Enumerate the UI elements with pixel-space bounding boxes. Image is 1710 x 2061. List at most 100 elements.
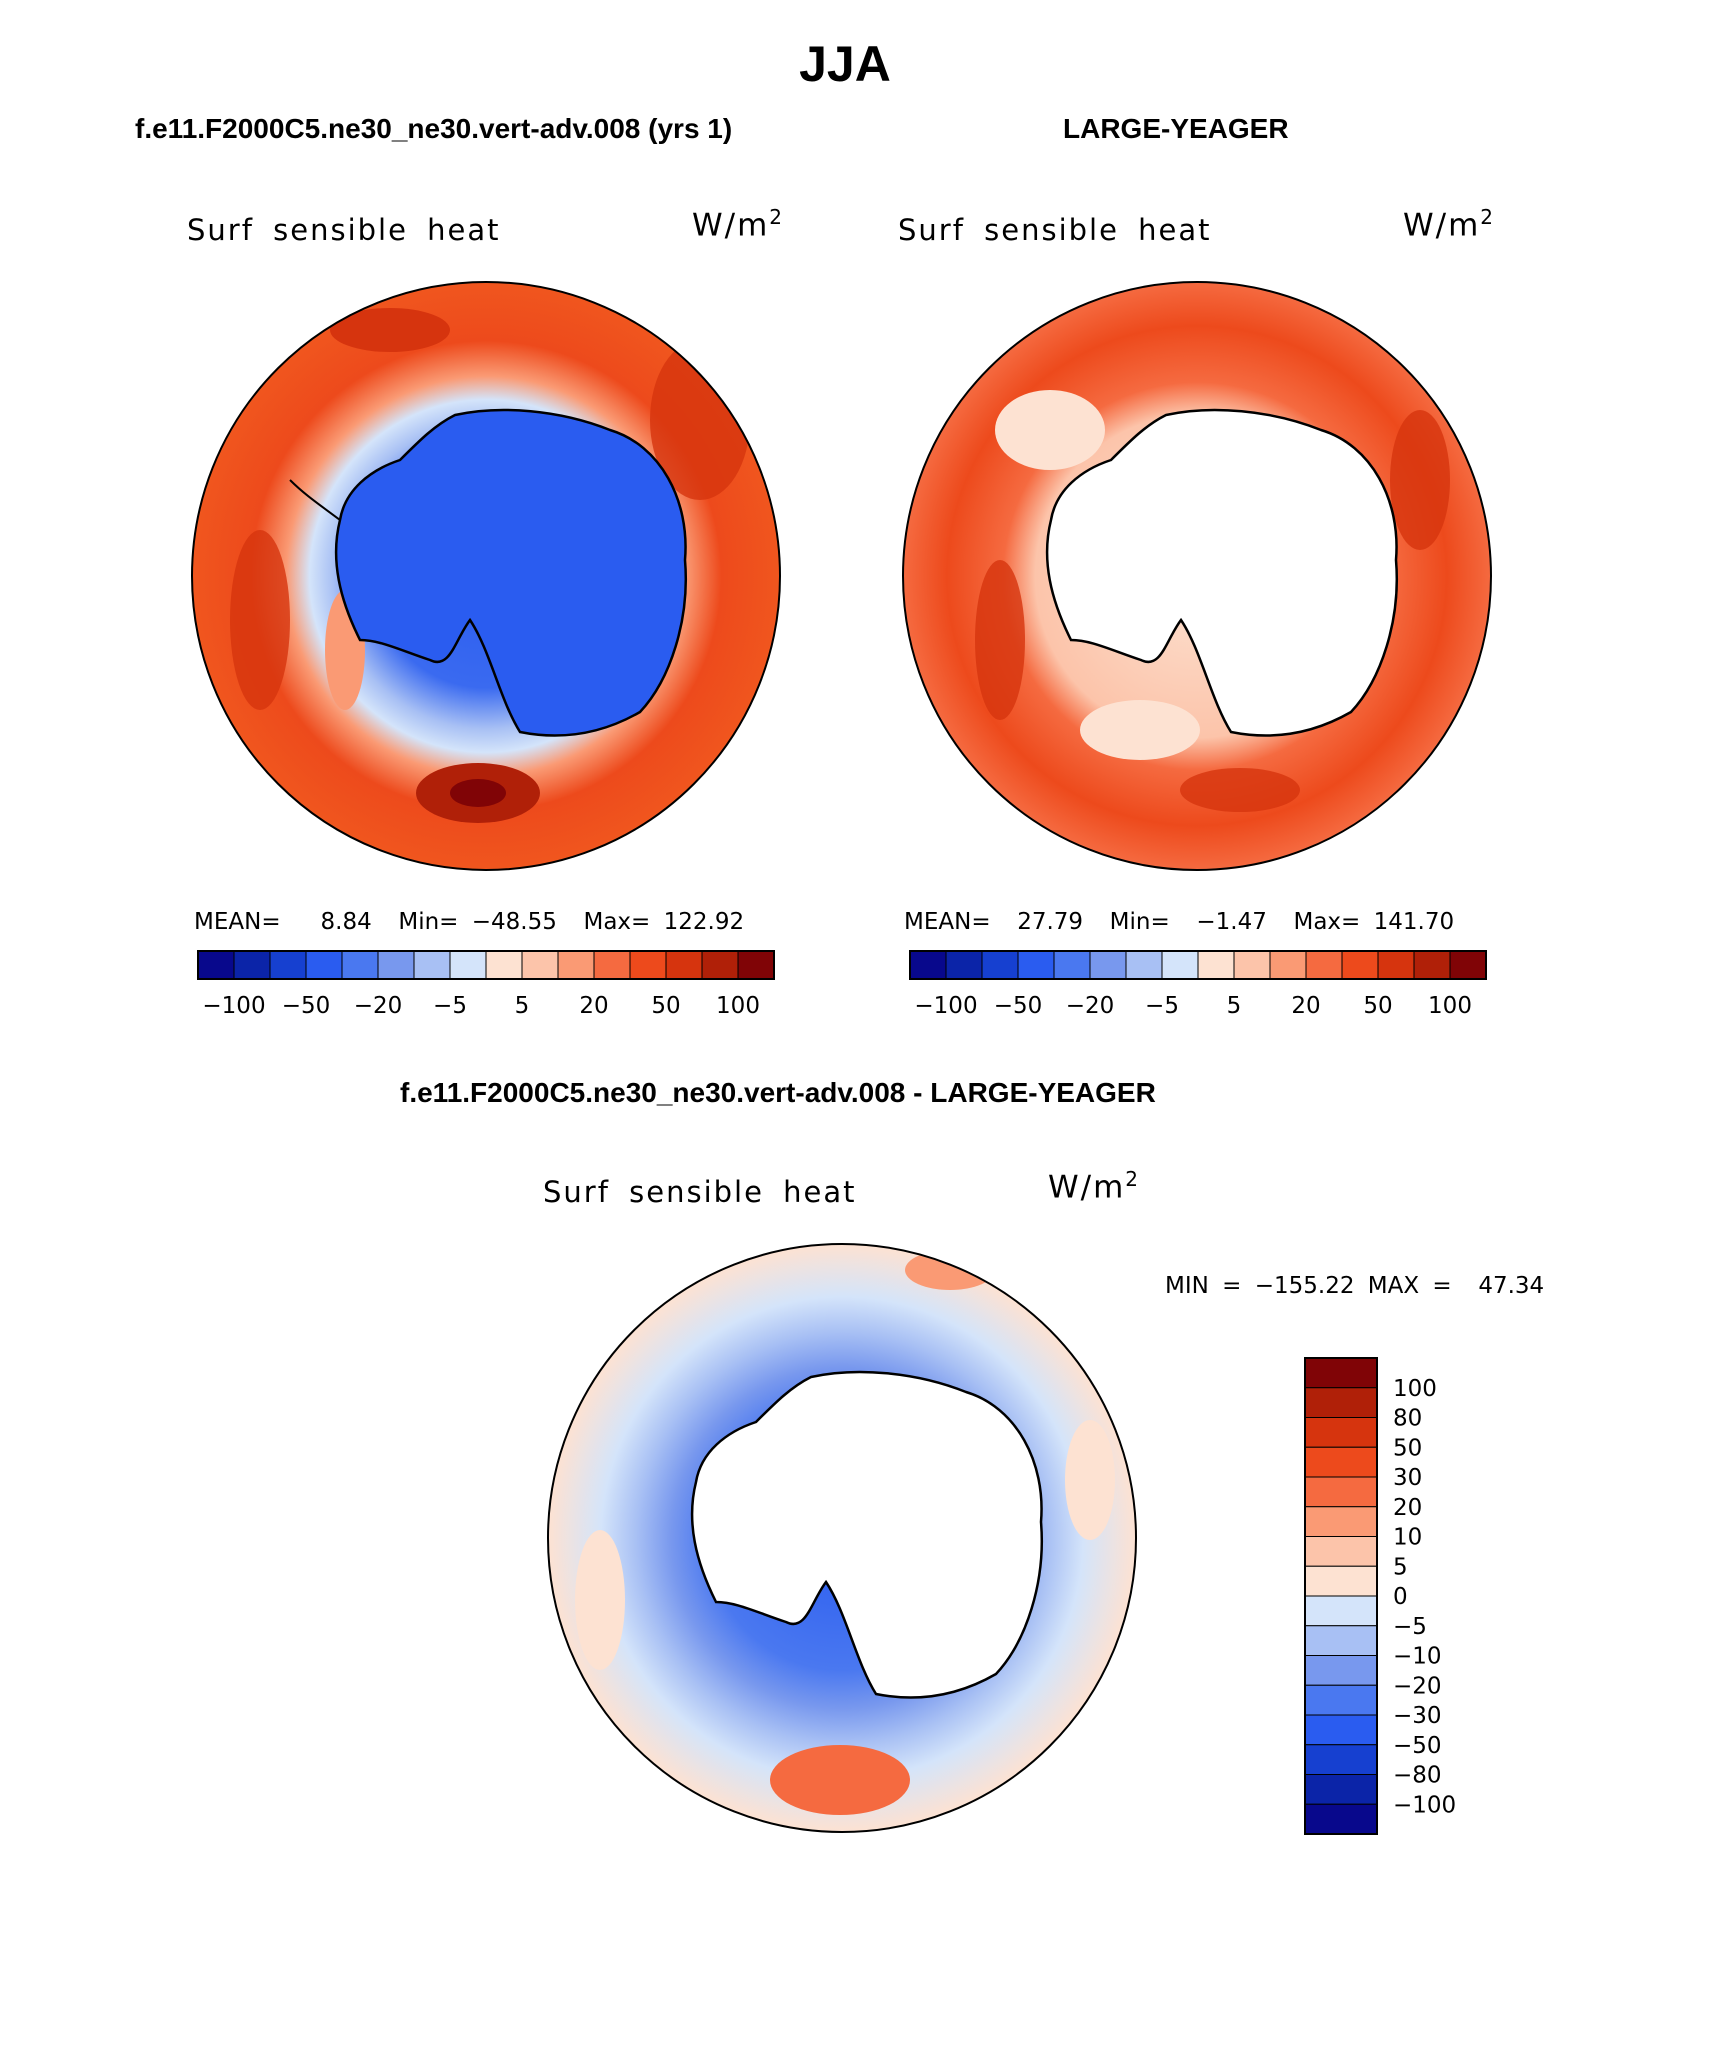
obs-colorbar-tick-label: 50 [1363,993,1392,1019]
model-colorbar-box [701,950,739,980]
diff-colorbar-tick-label: −30 [1393,1703,1442,1729]
diff-stats: MIN = −155.22 MAX = 47.34 [1165,1273,1545,1299]
model-colorbar-box [557,950,595,980]
diff-colorbar-box [1304,1387,1378,1418]
obs-colorbar-box [1197,950,1235,980]
obs-colorbar-box [1089,950,1127,980]
diff-colorbar-box [1304,1625,1378,1656]
model-polar-map [191,281,781,871]
model-colorbar-tick-label: 5 [515,993,530,1019]
model-colorbar-box [737,950,775,980]
obs-colorbar-box [1017,950,1055,980]
model-colorbar-tick-label: −20 [354,993,403,1019]
diff-field-label: Surf sensible heat [543,1175,857,1209]
model-colorbar-box [449,950,487,980]
diff-colorbar-tick-label: −50 [1393,1733,1442,1759]
diff-antarctica [690,1370,1043,1699]
obs-colorbar-tick-label: 20 [1291,993,1320,1019]
model-stats: MEAN= 8.84 Min= −48.55 Max= 122.92 [194,909,745,935]
obs-colorbar-box [1413,950,1451,980]
diff-colorbar-box [1304,1714,1378,1746]
model-colorbar-tick-label: −100 [202,993,265,1019]
model-colorbar-tick-label: 100 [716,993,760,1019]
diff-polar-map [547,1243,1137,1833]
model-colorbar-tick-label: −50 [282,993,331,1019]
diff-colorbar-box [1304,1565,1378,1597]
model-colorbar: −100 −50 −20 −5 5 20 50 100 [197,950,775,1019]
obs-colorbar-tick-label: −50 [994,993,1043,1019]
obs-colorbar-box [909,950,947,980]
obs-colorbar-box [1161,950,1199,980]
obs-colorbar-box [1053,950,1091,980]
model-field-label: Surf sensible heat [187,213,501,247]
model-colorbar-box [341,950,379,980]
diff-colorbar-box [1304,1803,1378,1835]
diff-colorbar-tick-label: −100 [1393,1792,1456,1818]
model-colorbar-tick-label: −5 [433,993,467,1019]
diff-colorbar-box [1304,1744,1378,1775]
diff-colorbar-tick-label: −20 [1393,1673,1442,1699]
obs-colorbar-box [1377,950,1415,980]
model-colorbar-box [269,950,307,980]
obs-colorbar: −100 −50 −20 −5 5 20 50 100 [909,950,1487,1019]
obs-stats: MEAN= 27.79 Min= −1.47 Max= 141.70 [904,909,1455,935]
obs-colorbar-box [1233,950,1271,980]
diff-case-title: f.e11.F2000C5.ne30_ne30.vert-adv.008 - L… [400,1077,1156,1108]
model-case-title: f.e11.F2000C5.ne30_ne30.vert-adv.008 (yr… [135,113,733,144]
diff-colorbar-tick-label: 5 [1393,1554,1408,1580]
figure-title: JJA [799,36,891,92]
obs-colorbar-tick-label: 100 [1428,993,1472,1019]
model-colorbar-box [413,950,451,980]
diff-units-label: W/m2 [1048,1167,1141,1206]
diff-colorbar-box [1304,1417,1378,1448]
diff-colorbar-tick-label: 50 [1393,1435,1422,1461]
diff-colorbar-tick-label: 20 [1393,1495,1422,1521]
model-warm-core [450,779,506,807]
model-colorbar-box [233,950,271,980]
model-colorbar-box [197,950,235,980]
diff-colorbar-tick-label: 30 [1393,1465,1422,1491]
model-colorbar-box [305,950,343,980]
diff-colorbar-tick-label: −5 [1393,1614,1427,1640]
model-colorbar-box [485,950,523,980]
obs-antarctica [1045,408,1398,737]
diff-colorbar-tick-label: 80 [1393,1406,1422,1432]
obs-polar-map [902,281,1492,871]
diff-colorbar-tick-label: −10 [1393,1644,1442,1670]
obs-colorbar-box [1449,950,1487,980]
obs-colorbar-box [1269,950,1307,980]
obs-colorbar-box [1125,950,1163,980]
diff-colorbar-box [1304,1655,1378,1686]
obs-case-title: LARGE-YEAGER [1063,113,1289,144]
obs-colorbar-box [981,950,1019,980]
model-colorbar-tick-label: 20 [579,993,608,1019]
obs-colorbar-tick-label: −20 [1066,993,1115,1019]
diff-colorbar-tick-label: 100 [1393,1376,1437,1402]
diff-colorbar-tick-label: 0 [1393,1584,1408,1610]
obs-field-label: Surf sensible heat [898,213,1212,247]
model-colorbar-box [521,950,559,980]
obs-colorbar-tick-label: −100 [914,993,977,1019]
model-colorbar-box [629,950,667,980]
diff-colorbar-box [1304,1684,1378,1716]
diff-colorbar-box [1304,1476,1378,1508]
diff-colorbar-box [1304,1446,1378,1478]
obs-colorbar-box [945,950,983,980]
model-units-label: W/m2 [692,205,785,244]
diff-colorbar-tick-label: −80 [1393,1763,1442,1789]
diff-colorbar-box [1304,1506,1378,1537]
obs-colorbar-box [1341,950,1379,980]
obs-colorbar-box [1305,950,1343,980]
diff-colorbar-box [1304,1536,1378,1567]
obs-units-label: W/m2 [1403,205,1496,244]
model-colorbar-box [593,950,631,980]
diff-colorbar-box [1304,1595,1378,1627]
obs-colorbar-tick-label: 5 [1227,993,1242,1019]
diff-colorbar-box [1304,1357,1378,1389]
model-colorbar-tick-label: 50 [651,993,680,1019]
diff-warm-anomaly [770,1745,910,1815]
obs-colorbar-tick-label: −5 [1145,993,1179,1019]
model-colorbar-box [377,950,415,980]
diff-colorbar-tick-label: 10 [1393,1525,1422,1551]
